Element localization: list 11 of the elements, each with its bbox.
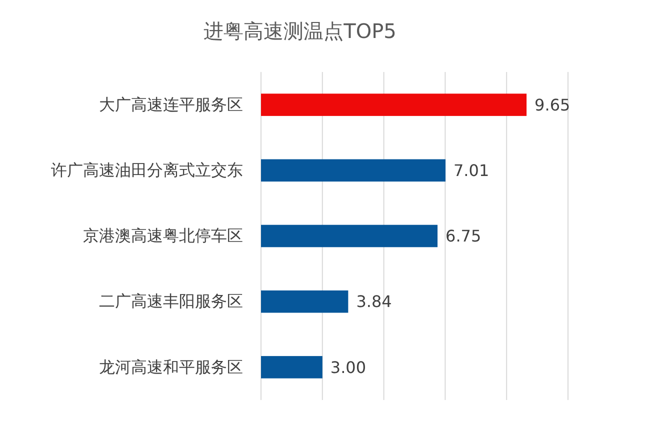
data-label: 3.00: [330, 358, 366, 377]
chart-title: 进粤高速测温点TOP5: [204, 19, 396, 43]
data-label: 3.84: [356, 292, 392, 312]
data-label: 9.65: [534, 95, 570, 114]
y-tick-label: 龙河高速和平服务区: [99, 358, 243, 376]
y-tick-label: 许广高速油田分离式立交东: [51, 162, 243, 180]
data-label: 6.75: [446, 226, 482, 246]
data-label: 7.01: [454, 161, 490, 180]
y-tick-label: 二广高速丰阳服务区: [99, 292, 243, 311]
y-tick-label: 大广高速连平服务区: [99, 96, 243, 114]
y-tick-label: 京港澳高速粤北停车区: [83, 227, 243, 246]
